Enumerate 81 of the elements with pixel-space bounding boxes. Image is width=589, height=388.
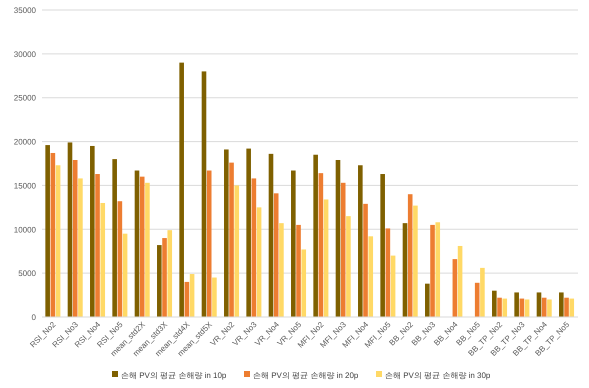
bar — [524, 299, 530, 317]
y-tick-label: 10000 — [14, 225, 37, 234]
bar — [224, 149, 229, 317]
bar — [502, 298, 508, 317]
bar — [246, 148, 251, 317]
bar — [497, 298, 502, 317]
bar — [167, 230, 172, 317]
y-tick-label: 30000 — [14, 50, 37, 59]
bar — [452, 259, 458, 317]
bar — [425, 284, 430, 317]
bar — [386, 228, 390, 317]
bar — [184, 282, 190, 317]
bar — [145, 182, 150, 317]
bar — [256, 207, 262, 317]
bar — [408, 194, 413, 317]
y-tick-label: 35000 — [14, 6, 37, 15]
bar — [430, 224, 435, 317]
bar — [536, 292, 542, 317]
bar — [480, 268, 485, 317]
bar — [313, 154, 318, 317]
bar — [229, 162, 234, 317]
bar — [520, 298, 524, 317]
bar — [112, 159, 117, 317]
bar — [564, 298, 569, 317]
bar — [162, 238, 167, 317]
bar — [206, 170, 212, 317]
bar — [301, 249, 306, 317]
bar — [390, 256, 396, 317]
legend-label: 손해 PV의 평균 손해량 in 30p — [385, 371, 491, 380]
bar — [212, 278, 217, 317]
bar — [118, 201, 122, 317]
bar — [45, 145, 50, 317]
bar — [274, 193, 279, 317]
bar — [50, 152, 56, 317]
bar — [402, 223, 408, 317]
y-tick-label: 15000 — [14, 181, 37, 190]
bar — [140, 176, 145, 317]
bar — [78, 178, 83, 317]
bar — [368, 236, 374, 317]
bar — [68, 142, 72, 317]
y-tick-label: 20000 — [14, 138, 37, 147]
bar — [234, 185, 240, 317]
bar — [413, 206, 418, 317]
legend-label: 손해 PV의 평균 손해량 in 10p — [121, 371, 227, 380]
bar — [95, 174, 100, 317]
bar — [252, 178, 256, 317]
bar — [474, 282, 480, 317]
bar — [559, 292, 564, 317]
y-tick-label: 0 — [32, 313, 37, 322]
bar — [134, 170, 140, 317]
bar — [542, 298, 547, 317]
bar — [179, 62, 184, 317]
bar — [296, 224, 301, 317]
bar — [547, 299, 552, 317]
bar — [340, 182, 346, 317]
bar — [435, 222, 440, 317]
bar — [380, 174, 385, 317]
bar — [514, 292, 519, 317]
bar — [279, 223, 284, 317]
bar — [122, 234, 128, 317]
bar — [268, 154, 274, 317]
bar — [569, 298, 574, 317]
bar — [190, 274, 194, 317]
bar — [358, 165, 363, 317]
y-tick-label: 5000 — [18, 269, 37, 278]
bar — [157, 245, 162, 317]
bar — [492, 290, 497, 317]
bar — [291, 170, 296, 317]
bar — [56, 165, 60, 317]
bar — [346, 216, 351, 317]
bar — [324, 199, 328, 317]
bar — [202, 71, 206, 317]
bar — [363, 204, 368, 317]
bar — [336, 160, 340, 317]
bar — [318, 173, 324, 317]
y-tick-label: 25000 — [14, 94, 37, 103]
legend-label: 손해 PV의 평균 손해량 in 20p — [253, 371, 359, 380]
bar — [90, 146, 95, 317]
bar — [72, 160, 78, 317]
bar — [458, 246, 462, 317]
bar — [100, 202, 106, 317]
